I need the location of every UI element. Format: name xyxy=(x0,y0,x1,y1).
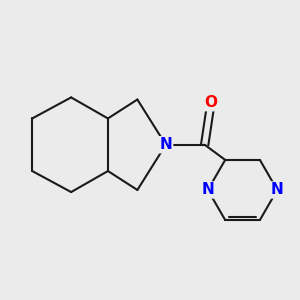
Text: N: N xyxy=(202,182,214,197)
Text: N: N xyxy=(271,182,284,197)
Text: O: O xyxy=(205,95,218,110)
Text: N: N xyxy=(159,137,172,152)
